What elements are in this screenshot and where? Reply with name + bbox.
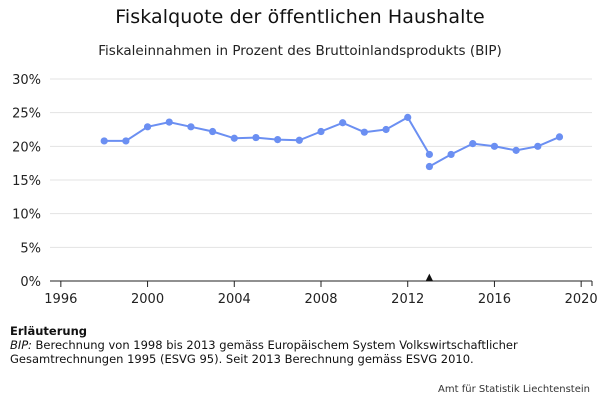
y-tick-label: 30%: [12, 73, 41, 88]
x-tick-label: 2008: [304, 292, 337, 307]
data-point: [100, 137, 108, 145]
chart-title: Fiskalquote der öffentlichen Haushalte: [115, 6, 485, 28]
data-point: [469, 140, 477, 148]
data-point: [165, 118, 173, 126]
data-point: [295, 136, 303, 144]
notes-heading: Erläuterung: [10, 324, 87, 338]
data-point: [425, 150, 433, 159]
data-point: [512, 146, 520, 154]
data-point: [490, 142, 499, 150]
x-tick-label: 1996: [44, 292, 77, 307]
data-point: [425, 162, 433, 171]
notes-term: BIP:: [10, 338, 32, 352]
data-point: [122, 137, 130, 145]
data-point: [360, 128, 368, 136]
series-line: [104, 116, 431, 155]
y-tick-label: 0%: [20, 275, 41, 290]
notes-body: BIP: Berechnung von 1998 bis 2013 gemäss…: [10, 338, 590, 366]
x-tick-label: 2020: [565, 292, 598, 307]
data-point: [252, 133, 260, 142]
data-point: [187, 123, 195, 131]
break-marker: ▲: [426, 272, 434, 283]
data-point: [555, 133, 564, 141]
data-point: [230, 134, 238, 142]
notes-text: Berechnung von 1998 bis 2013 gemäss Euro…: [10, 338, 518, 366]
chart-subtitle: Fiskaleinnahmen in Prozent des Bruttoinl…: [98, 43, 502, 59]
y-tick-label: 25%: [12, 107, 41, 122]
data-point: [339, 119, 347, 127]
y-tick-label: 20%: [12, 140, 41, 155]
data-point: [274, 136, 282, 144]
notes-box: Erläuterung BIP: Berechnung von 1998 bis…: [10, 324, 590, 366]
data-point: [447, 150, 455, 159]
data-point: [404, 113, 412, 121]
y-tick-label: 5%: [20, 241, 41, 256]
y-tick-label: 10%: [12, 208, 41, 223]
source-credit: Amt für Statistik Liechtenstein: [438, 384, 590, 395]
data-point: [534, 142, 542, 150]
x-tick-label: 2016: [478, 292, 511, 307]
x-tick-label: 2000: [131, 292, 164, 307]
data-point: [317, 127, 325, 136]
x-tick-label: 2012: [391, 292, 424, 307]
data-point: [143, 123, 152, 131]
data-point: [382, 125, 390, 134]
data-point: [209, 127, 217, 136]
y-tick-label: 15%: [12, 174, 41, 189]
x-tick-label: 2004: [218, 292, 251, 307]
